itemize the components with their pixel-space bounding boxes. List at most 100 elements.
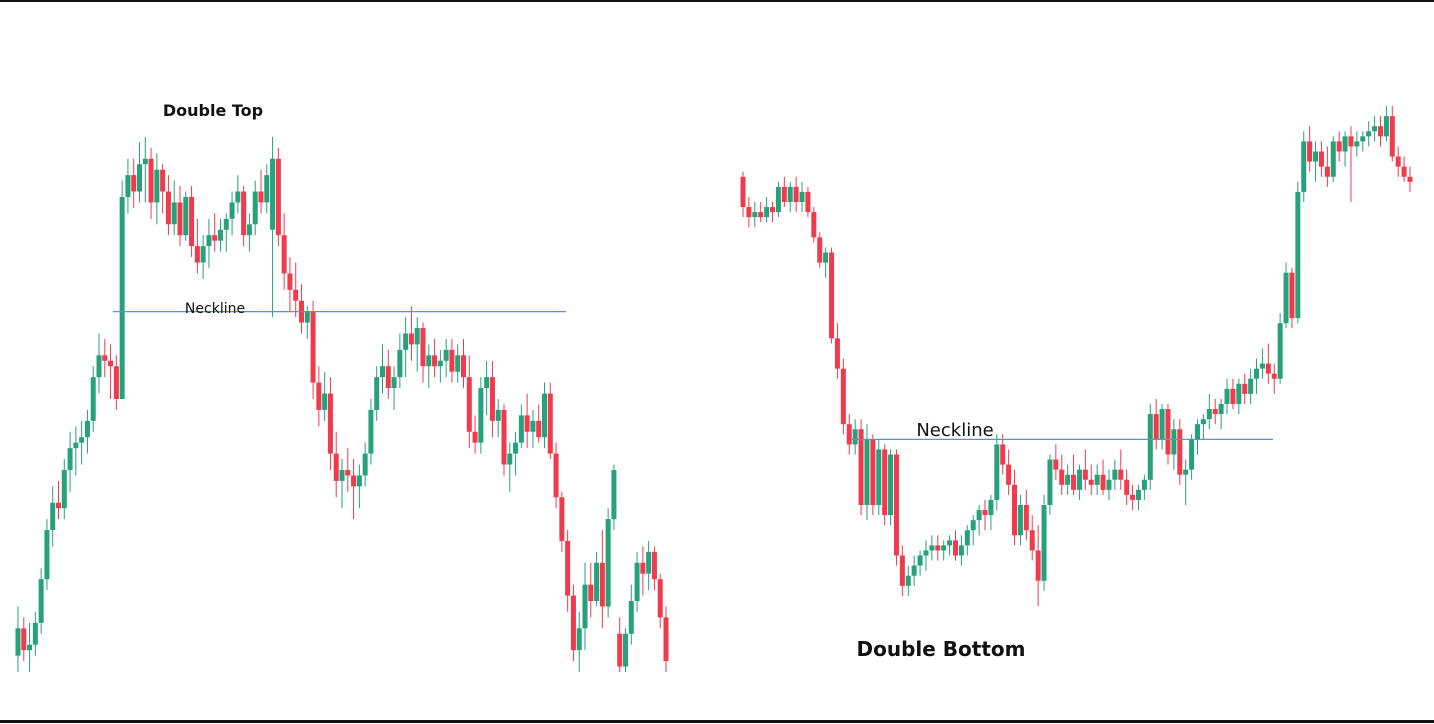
double-bottom-candle-body: [1017, 505, 1023, 536]
double-bottom-candle-body: [1366, 131, 1372, 137]
double-top-candle-body: [73, 442, 79, 449]
double-top-candle-body: [374, 377, 380, 410]
double-top-candle-body: [588, 584, 594, 602]
double-top-candle-body: [437, 360, 443, 367]
double-bottom-candle-body: [1059, 469, 1065, 485]
double-top-candle-body: [154, 169, 160, 203]
double-bottom-candle-body: [1153, 414, 1159, 440]
double-bottom-candle-body: [935, 545, 941, 551]
double-top-candle-body: [212, 235, 218, 241]
double-bottom-candle-body: [1318, 151, 1324, 167]
double-bottom-candle-body: [1023, 505, 1029, 531]
double-bottom-chart: Neckline Double Bottom: [740, 106, 1413, 661]
double-bottom-candle-body: [1360, 136, 1366, 142]
double-bottom-candle-body: [1035, 550, 1041, 581]
double-top-candle-body: [316, 382, 322, 410]
double-bottom-candle-body: [870, 439, 876, 505]
double-bottom-candle-body: [1112, 469, 1118, 480]
double-top-candle-body: [206, 235, 212, 247]
double-top-candle-body: [345, 469, 351, 476]
double-bottom-candle-body: [840, 368, 846, 425]
double-top-candle-body: [44, 530, 50, 580]
double-top-candle-body: [432, 355, 438, 367]
double-bottom-candle-body: [811, 212, 817, 238]
double-top-candle-body: [414, 328, 420, 345]
double-bottom-candle-body: [1082, 469, 1088, 480]
double-bottom-candle-body: [1135, 489, 1141, 500]
double-bottom-candle-body: [1106, 479, 1112, 490]
double-bottom-candle-body: [1088, 479, 1094, 485]
double-bottom-candle-body: [787, 186, 793, 202]
double-bottom-candle-body: [746, 207, 752, 218]
double-bottom-candle-body: [846, 424, 852, 445]
double-top-candle-body: [56, 502, 61, 509]
double-bottom-candle-body: [1372, 126, 1378, 132]
double-top-candle-body: [142, 158, 148, 165]
double-top-candle-body: [113, 366, 119, 399]
double-top-candle-body: [200, 246, 206, 263]
double-bottom-candle-body: [1206, 409, 1212, 420]
double-top-candle-body: [484, 377, 490, 389]
double-bottom-candle-body: [952, 540, 958, 556]
double-bottom-title: Double Bottom: [857, 637, 1026, 661]
double-bottom-candle-body: [1195, 424, 1201, 440]
double-bottom-candle-body: [1407, 176, 1413, 182]
double-top-candle-body: [27, 644, 33, 651]
double-top-candle-body: [408, 333, 414, 345]
double-top-candle-body: [582, 584, 588, 629]
double-bottom-candle-body: [1006, 464, 1012, 485]
double-top-candle-body: [102, 355, 108, 361]
double-top-candle-body: [304, 311, 310, 323]
double-bottom-candle-body: [1224, 388, 1230, 404]
double-bottom-candle-body: [905, 575, 911, 586]
double-bottom-candle-body: [1377, 126, 1383, 137]
double-bottom-candle-body: [1289, 272, 1295, 319]
double-bottom-candle-body: [1100, 474, 1106, 490]
double-bottom-candle-body: [1271, 373, 1277, 379]
double-bottom-candle-body: [764, 207, 770, 218]
double-bottom-candle-body: [1053, 459, 1059, 470]
double-bottom-candle-body: [882, 449, 888, 516]
double-top-candle-body: [137, 164, 142, 192]
double-bottom-candle-body: [1200, 419, 1206, 425]
double-top-candle-body: [21, 628, 27, 651]
double-bottom-candles: [740, 106, 1413, 606]
double-top-candle-body: [455, 355, 461, 372]
double-top-candle-body: [495, 409, 501, 421]
double-bottom-candle-body: [1165, 409, 1171, 455]
double-top-candle-body: [194, 246, 200, 263]
double-top-candle-body: [275, 158, 281, 236]
double-top-candle-body: [651, 551, 657, 580]
double-bottom-candle-body: [781, 186, 787, 202]
double-top-candle-body: [252, 191, 258, 225]
double-bottom-candle-body: [1354, 141, 1360, 147]
double-top-candle-body: [333, 453, 339, 481]
double-bottom-candle-body: [1383, 116, 1389, 137]
double-bottom-candle-body: [994, 444, 1000, 500]
double-bottom-candle-body: [1183, 469, 1189, 475]
double-bottom-candle-body: [793, 186, 799, 202]
double-bottom-candle-body: [1218, 404, 1224, 415]
double-bottom-candle-body: [1230, 388, 1236, 404]
double-top-candle-body: [84, 420, 90, 438]
double-top-candle-body: [461, 355, 466, 378]
double-bottom-candle-body: [893, 454, 899, 556]
double-bottom-candle-body: [1189, 439, 1195, 470]
double-top-candle-body: [38, 579, 44, 623]
double-bottom-candle-body: [1177, 429, 1183, 475]
double-bottom-candle-body: [964, 530, 970, 546]
double-top-candle-body: [594, 562, 600, 602]
double-bottom-candle-body: [1159, 409, 1165, 440]
double-bottom-candle-body: [1283, 272, 1289, 324]
double-bottom-candle-body: [899, 555, 905, 586]
double-bottom-candle-body: [1401, 166, 1407, 177]
double-bottom-candle-body: [1295, 191, 1301, 319]
double-top-chart: Double Top Neckline: [15, 101, 669, 672]
double-bottom-candle-body: [775, 186, 781, 213]
double-top-candle-body: [449, 349, 455, 372]
double-bottom-candle-body: [1094, 474, 1100, 485]
double-top-candles: [15, 136, 669, 672]
double-top-candle-body: [443, 349, 449, 361]
double-top-candle-body: [507, 453, 513, 465]
